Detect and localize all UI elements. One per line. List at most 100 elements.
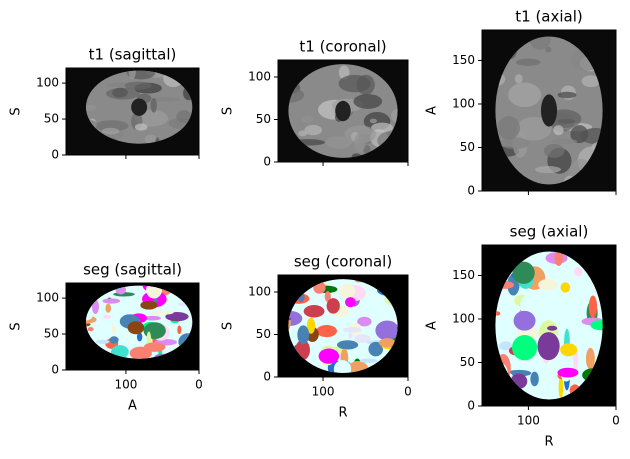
axes-frame bbox=[277, 59, 409, 163]
x-tick-label: 0 bbox=[612, 414, 620, 428]
segment-label bbox=[574, 267, 583, 277]
segment-label bbox=[590, 320, 603, 331]
segment-label bbox=[316, 324, 338, 338]
x-tick-label: 100 bbox=[312, 385, 335, 399]
segment-label bbox=[345, 297, 356, 308]
brain-texture bbox=[338, 65, 350, 80]
brain-texture bbox=[288, 87, 305, 103]
segment-label bbox=[136, 332, 143, 342]
x-axis-label: A bbox=[128, 399, 137, 414]
segment-label bbox=[109, 336, 119, 344]
segment-label bbox=[585, 347, 595, 370]
brain-texture bbox=[553, 125, 564, 136]
segment-label bbox=[359, 358, 378, 363]
segment-label bbox=[111, 323, 117, 336]
brain-texture bbox=[390, 107, 398, 125]
brain-texture bbox=[497, 116, 521, 140]
brain-texture bbox=[134, 123, 148, 131]
y-tick-label: 100 bbox=[452, 311, 475, 325]
brain-texture bbox=[371, 122, 394, 133]
y-tick-label: 0 bbox=[51, 363, 59, 377]
segment-label bbox=[85, 312, 93, 321]
y-tick-label: 0 bbox=[467, 184, 475, 198]
y-tick-label: 0 bbox=[263, 155, 271, 169]
y-tick-label: 150 bbox=[452, 53, 475, 67]
segment-label bbox=[151, 310, 174, 315]
image-content bbox=[288, 64, 398, 158]
brain-texture bbox=[301, 115, 314, 124]
axes-frame bbox=[481, 29, 617, 192]
segment-label bbox=[537, 332, 560, 361]
brain-texture bbox=[557, 91, 577, 99]
brain-texture bbox=[304, 124, 322, 136]
brain-texture bbox=[325, 136, 353, 149]
segment-label bbox=[318, 348, 340, 364]
segment-label bbox=[530, 371, 539, 387]
ventricle bbox=[131, 98, 148, 116]
brain-texture bbox=[338, 74, 371, 93]
y-tick-label: 50 bbox=[460, 355, 475, 369]
segment-label bbox=[143, 315, 161, 321]
brain-texture bbox=[545, 46, 552, 53]
segment-label bbox=[140, 300, 158, 310]
axes-frame bbox=[277, 274, 409, 378]
y-tick-label: 0 bbox=[263, 370, 271, 384]
segment-label bbox=[348, 332, 353, 339]
segment-label bbox=[127, 321, 145, 335]
segment-label bbox=[326, 298, 340, 314]
axes-title: t1 (axial) bbox=[515, 8, 583, 26]
segment-label bbox=[153, 298, 159, 303]
segment-label bbox=[303, 305, 325, 318]
y-tick-label: 150 bbox=[452, 268, 475, 282]
segment-label bbox=[588, 295, 598, 318]
segment-label bbox=[379, 338, 396, 348]
segment-label bbox=[512, 261, 535, 284]
segment-label bbox=[513, 310, 536, 331]
y-tick-label: 100 bbox=[248, 70, 271, 84]
segment-label bbox=[499, 341, 513, 351]
segment-label bbox=[324, 291, 331, 303]
brain-texture bbox=[101, 127, 120, 135]
axes-frame bbox=[65, 67, 200, 156]
brain-texture bbox=[581, 75, 601, 88]
brain-texture bbox=[85, 104, 97, 111]
segment-label bbox=[375, 320, 398, 341]
axes-title: t1 (sagittal) bbox=[89, 46, 177, 64]
x-tick-label: 100 bbox=[517, 414, 540, 428]
brain-texture bbox=[500, 137, 530, 150]
segment-label bbox=[557, 367, 579, 378]
brain-texture bbox=[516, 116, 552, 141]
brain-texture bbox=[150, 97, 157, 113]
brain-texture bbox=[369, 118, 377, 124]
segment-label bbox=[338, 283, 356, 299]
brain-texture bbox=[152, 97, 181, 102]
axes-title: seg (coronal) bbox=[294, 253, 392, 271]
segment-label bbox=[177, 325, 182, 335]
x-tick-label: 0 bbox=[404, 385, 412, 399]
segment-label bbox=[87, 326, 94, 332]
brain-texture bbox=[144, 134, 157, 144]
brain-texture bbox=[353, 94, 383, 109]
x-tick-label: 0 bbox=[195, 378, 203, 392]
x-axis-label: R bbox=[338, 406, 347, 421]
y-tick-label: 0 bbox=[51, 148, 59, 162]
ventricle bbox=[540, 94, 558, 127]
brain-texture bbox=[557, 119, 576, 124]
brain-texture bbox=[176, 110, 192, 123]
y-tick-label: 50 bbox=[460, 140, 475, 154]
segment-label bbox=[560, 343, 578, 357]
segment-label bbox=[102, 298, 121, 304]
brain-texture bbox=[551, 138, 578, 145]
segment-label bbox=[357, 316, 372, 327]
y-axis-label: S bbox=[221, 322, 236, 330]
y-axis-label: S bbox=[9, 107, 24, 115]
segment-label bbox=[336, 340, 359, 350]
y-tick-label: 100 bbox=[36, 291, 59, 305]
y-tick-label: 100 bbox=[452, 96, 475, 110]
axes-frame bbox=[481, 244, 617, 407]
y-axis-label: S bbox=[221, 107, 236, 115]
segment-label bbox=[333, 360, 352, 373]
y-axis-label: S bbox=[9, 322, 24, 330]
y-axis-label: A bbox=[425, 106, 440, 115]
